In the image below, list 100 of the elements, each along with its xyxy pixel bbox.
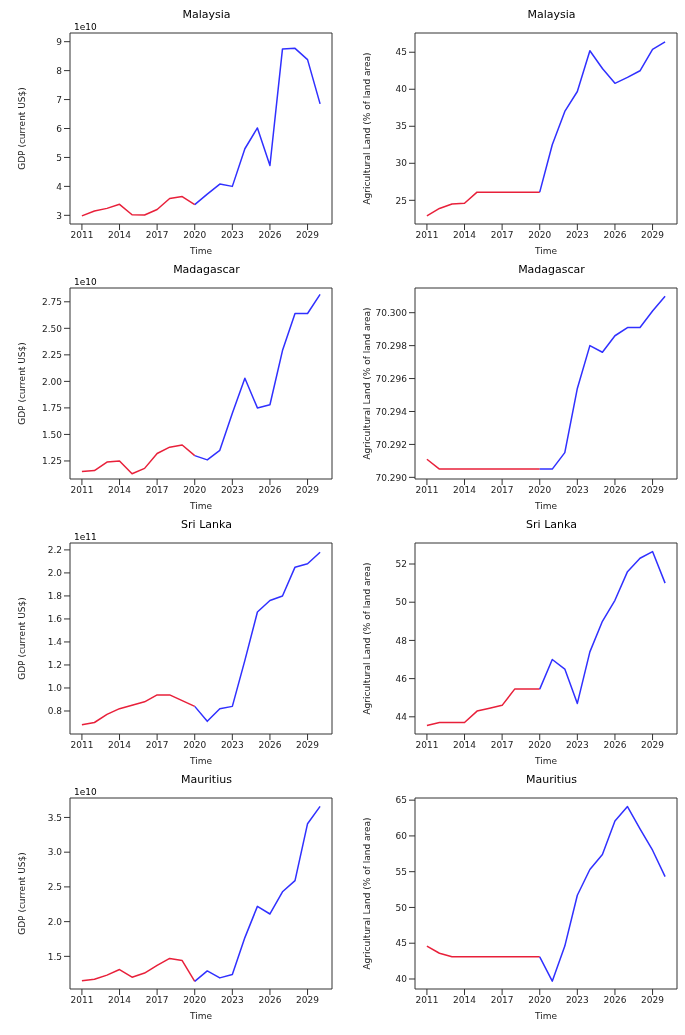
x-axis-title: Time bbox=[533, 1011, 558, 1021]
x-axis-title: Time bbox=[188, 501, 213, 511]
x-tick-label: 2014 bbox=[453, 995, 477, 1006]
x-tick-label: 2020 bbox=[528, 230, 552, 241]
x-tick-label: 2011 bbox=[415, 740, 439, 751]
y-axis-title: GDP (current US$) bbox=[17, 342, 28, 425]
x-tick-label: 2017 bbox=[490, 485, 514, 496]
x-tick-label: 2017 bbox=[145, 740, 169, 751]
y-tick-label: 2.0 bbox=[47, 916, 63, 927]
y-tick-label: 1.4 bbox=[47, 637, 63, 648]
text: 1e10 bbox=[74, 277, 97, 287]
x-axis-title: Time bbox=[188, 246, 213, 256]
x-tick-label: 2011 bbox=[415, 995, 439, 1006]
x-tick-label: 2029 bbox=[296, 740, 320, 751]
x-tick-label: 2023 bbox=[220, 740, 244, 751]
x-tick-label: 2029 bbox=[641, 230, 665, 241]
x-tick-label: 2017 bbox=[490, 230, 514, 241]
y-axis-title: Agricultural Land (% of land area) bbox=[362, 562, 373, 715]
x-axis-title: Time bbox=[188, 1011, 213, 1021]
x-tick-label: 2014 bbox=[453, 230, 477, 241]
y-tick-label: 1.25 bbox=[41, 456, 62, 467]
x-tick-label: 2026 bbox=[258, 995, 282, 1006]
x-tick-label: 2020 bbox=[528, 740, 552, 751]
x-axis-title: Time bbox=[533, 501, 558, 511]
y-tick-label: 9 bbox=[56, 36, 63, 47]
text: 1e10 bbox=[74, 787, 97, 797]
x-tick-label: 2014 bbox=[108, 740, 132, 751]
y-tick-label: 4 bbox=[56, 181, 63, 192]
x-tick-label: 2029 bbox=[641, 485, 665, 496]
line-series bbox=[193, 551, 321, 723]
line-series bbox=[193, 293, 321, 461]
y-axis-title: GDP (current US$) bbox=[17, 87, 28, 170]
x-tick-label: 2026 bbox=[258, 740, 282, 751]
line-series bbox=[81, 444, 196, 475]
chart-title: Madagascar bbox=[517, 263, 586, 277]
y-axis-title: Agricultural Land (% of land area) bbox=[362, 817, 373, 970]
y-tick-label: 1.75 bbox=[41, 403, 62, 414]
chart-title: Madagascar bbox=[172, 263, 241, 277]
x-tick-label: 2023 bbox=[565, 485, 589, 496]
line-series bbox=[538, 805, 666, 982]
y-tick-label: 70.290 bbox=[375, 472, 408, 483]
x-tick-label: 2014 bbox=[453, 740, 477, 751]
y-tick-label: 2.0 bbox=[47, 568, 63, 579]
y-tick-label: 1.0 bbox=[47, 683, 63, 694]
y-tick-label: 6 bbox=[56, 123, 63, 134]
y-tick-label: 1.5 bbox=[47, 951, 62, 962]
y-tick-label: 70.298 bbox=[375, 340, 408, 351]
x-tick-label: 2011 bbox=[70, 230, 94, 241]
y-axis-title: GDP (current US$) bbox=[17, 852, 28, 935]
line-series bbox=[81, 694, 196, 726]
y-tick-label: 65 bbox=[395, 795, 407, 806]
y-tick-label: 48 bbox=[395, 635, 408, 646]
x-tick-label: 2017 bbox=[145, 485, 169, 496]
x-tick-label: 2011 bbox=[415, 230, 439, 241]
x-tick-label: 2023 bbox=[220, 230, 244, 241]
x-tick-label: 2023 bbox=[565, 230, 589, 241]
x-axis-title: Time bbox=[533, 246, 558, 256]
x-tick-label: 2011 bbox=[70, 740, 94, 751]
x-tick-label: 2029 bbox=[296, 485, 320, 496]
x-tick-label: 2011 bbox=[415, 485, 439, 496]
chart-title: Malaysia bbox=[526, 8, 577, 22]
line-series bbox=[538, 295, 666, 470]
y-tick-label: 0.8 bbox=[47, 706, 63, 717]
x-tick-label: 2029 bbox=[641, 740, 665, 751]
x-tick-label: 2017 bbox=[145, 230, 169, 241]
x-tick-label: 2023 bbox=[220, 995, 244, 1006]
text: 1e10 bbox=[74, 22, 97, 32]
x-tick-label: 2020 bbox=[528, 995, 552, 1006]
y-tick-label: 70.296 bbox=[375, 373, 408, 384]
x-tick-label: 2020 bbox=[183, 740, 207, 751]
x-tick-label: 2014 bbox=[108, 485, 132, 496]
x-tick-label: 2020 bbox=[528, 485, 552, 496]
x-axis-title: Time bbox=[188, 756, 213, 766]
y-tick-label: 30 bbox=[395, 158, 408, 169]
y-tick-label: 50 bbox=[395, 902, 408, 913]
y-tick-label: 1.2 bbox=[47, 660, 62, 671]
y-tick-label: 35 bbox=[395, 121, 407, 132]
x-tick-label: 2029 bbox=[296, 995, 320, 1006]
y-axis-title: Agricultural Land (% of land area) bbox=[362, 52, 373, 205]
y-tick-label: 2.50 bbox=[41, 323, 63, 334]
x-tick-label: 2014 bbox=[108, 995, 132, 1006]
x-tick-label: 2023 bbox=[565, 995, 589, 1006]
x-tick-label: 2029 bbox=[296, 230, 320, 241]
line-series bbox=[193, 805, 321, 983]
x-tick-label: 2023 bbox=[220, 485, 244, 496]
line-series bbox=[538, 41, 666, 193]
y-tick-label: 50 bbox=[395, 597, 408, 608]
y-tick-label: 2.25 bbox=[41, 350, 62, 361]
y-tick-label: 44 bbox=[395, 712, 408, 723]
y-tick-label: 1.6 bbox=[47, 614, 63, 625]
line-series bbox=[426, 191, 541, 217]
x-tick-label: 2026 bbox=[603, 740, 627, 751]
line-series bbox=[81, 957, 196, 983]
x-tick-label: 2017 bbox=[490, 995, 514, 1006]
y-tick-label: 60 bbox=[395, 831, 408, 842]
y-tick-label: 70.294 bbox=[375, 406, 408, 417]
line-series bbox=[426, 688, 541, 727]
y-tick-label: 3.5 bbox=[47, 812, 62, 823]
x-axis-title: Time bbox=[533, 756, 558, 766]
y-tick-label: 45 bbox=[395, 47, 407, 58]
